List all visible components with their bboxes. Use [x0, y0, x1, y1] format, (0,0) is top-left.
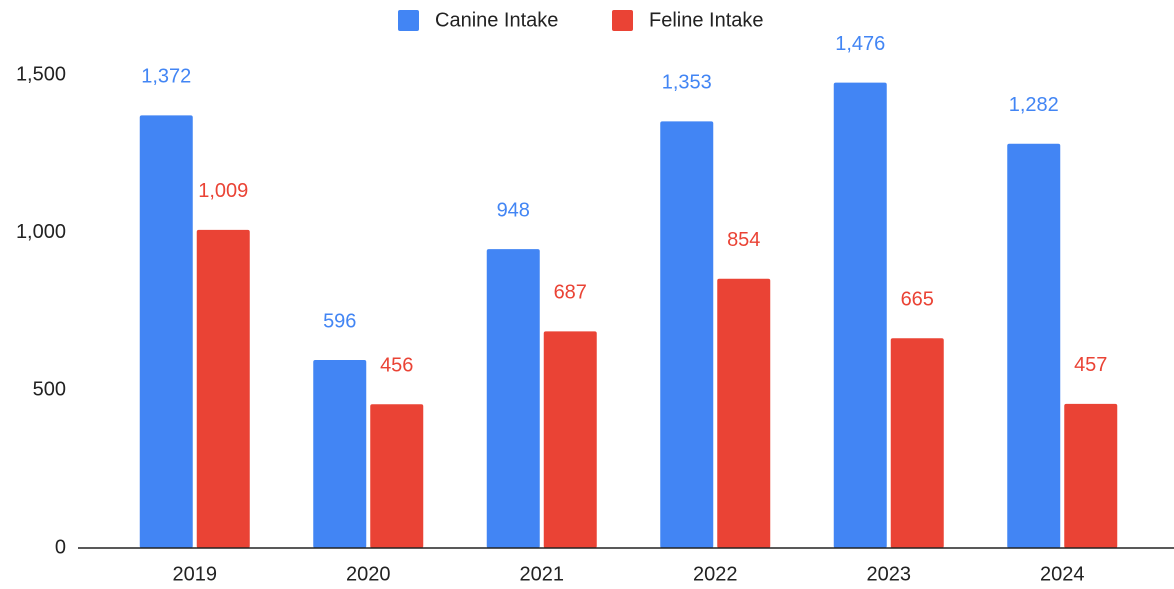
- y-tick-label: 0: [55, 536, 66, 558]
- value-label: 457: [1074, 354, 1107, 376]
- value-label: 456: [380, 354, 413, 376]
- legend-swatch: [612, 10, 633, 31]
- bar: [1007, 143, 1061, 548]
- bar: [196, 229, 250, 548]
- value-label: 596: [323, 310, 356, 332]
- y-tick-label: 500: [33, 379, 66, 401]
- x-tick-label: 2019: [173, 563, 218, 585]
- y-tick-label: 1,000: [16, 221, 66, 243]
- bar: [1064, 403, 1118, 548]
- x-tick-label: 2022: [693, 563, 738, 585]
- bar: [890, 338, 944, 548]
- legend-swatch: [398, 10, 419, 31]
- bar: [660, 121, 714, 548]
- y-tick-label: 1,500: [16, 63, 66, 85]
- value-label: 1,372: [141, 66, 191, 88]
- bar: [139, 115, 193, 548]
- x-tick-label: 2020: [346, 563, 391, 585]
- bar: [543, 331, 597, 548]
- bar: [370, 404, 424, 548]
- x-tick-label: 2021: [520, 563, 565, 585]
- bar: [833, 82, 887, 549]
- value-label: 687: [554, 282, 587, 304]
- value-label: 948: [497, 199, 530, 221]
- value-label: 1,353: [662, 72, 712, 94]
- bar: [313, 360, 367, 548]
- bar: [717, 278, 771, 548]
- value-label: 665: [901, 289, 934, 311]
- legend-label: Feline Intake: [649, 9, 764, 31]
- value-label: 1,009: [198, 180, 248, 202]
- bar: [486, 249, 540, 548]
- value-label: 854: [727, 229, 760, 251]
- x-tick-label: 2024: [1040, 563, 1085, 585]
- legend-label: Canine Intake: [435, 9, 558, 31]
- value-label: 1,282: [1009, 94, 1059, 116]
- value-label: 1,476: [835, 33, 885, 55]
- x-tick-label: 2023: [867, 563, 912, 585]
